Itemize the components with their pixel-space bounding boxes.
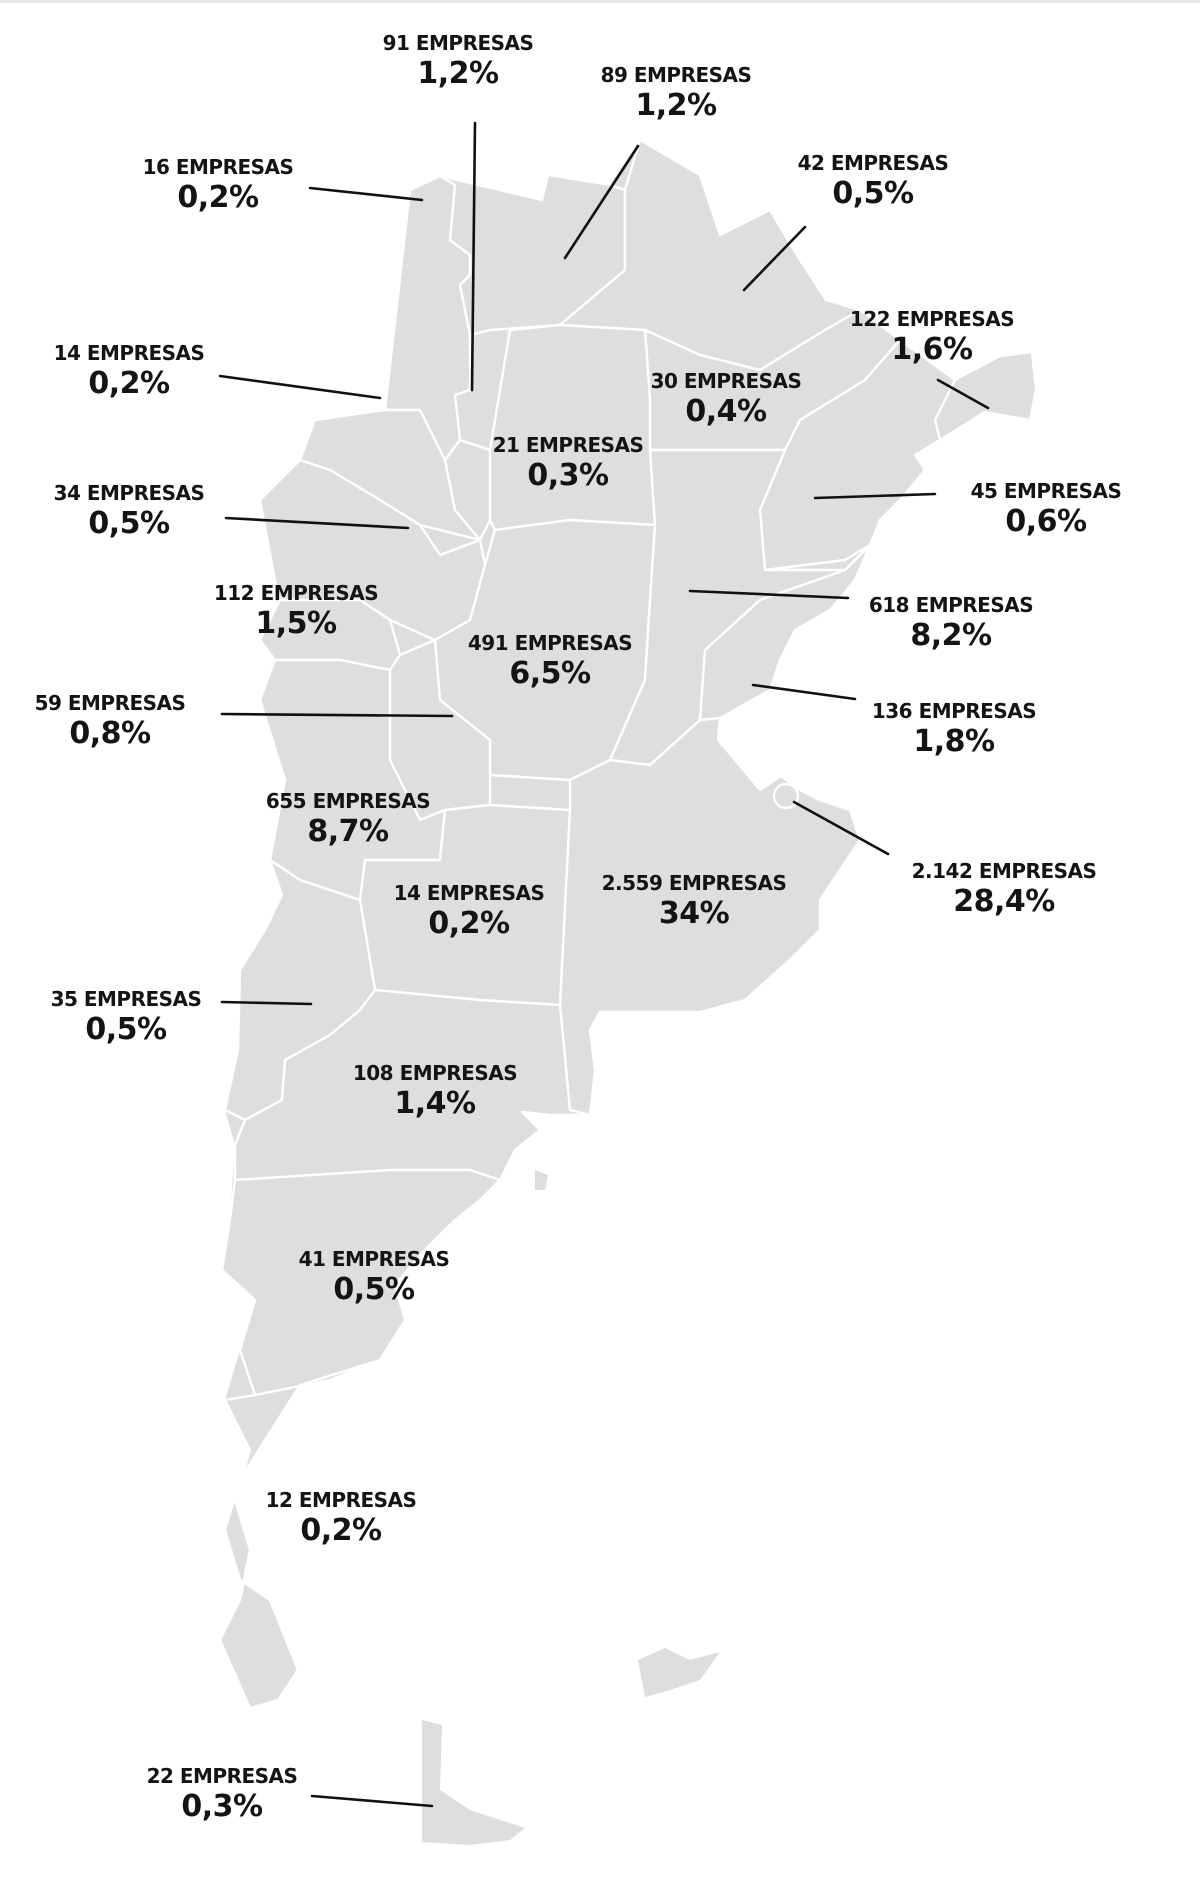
province-label-chaco: 30 EMPRESAS 0,4% (651, 368, 802, 430)
company-count: 42 EMPRESAS (797, 151, 949, 175)
province-santiago (488, 323, 657, 532)
company-count: 122 EMPRESAS (849, 307, 1015, 331)
company-percentage: 0,5% (832, 176, 914, 211)
company-count: 112 EMPRESAS (213, 581, 379, 605)
company-count: 45 EMPRESAS (970, 479, 1122, 503)
leader-line-tierra-del-fuego (310, 1794, 434, 1808)
leader-lines (218, 121, 990, 1808)
caba-marker (772, 782, 800, 810)
province-label-cordoba: 491 EMPRESAS 6,5% (467, 630, 633, 692)
company-percentage: 1,5% (255, 606, 337, 641)
company-count: 14 EMPRESAS (393, 881, 545, 905)
province-label-san-luis: 59 EMPRESAS 0,8% (35, 690, 186, 752)
province-label-la-pampa: 14 EMPRESAS 0,2% (394, 880, 545, 942)
company-percentage: 0,6% (1005, 504, 1087, 539)
company-count: 41 EMPRESAS (298, 1247, 450, 1271)
company-percentage: 0,8% (69, 716, 151, 751)
province-label-neuquen: 35 EMPRESAS 0,5% (51, 986, 202, 1048)
company-percentage: 28,4% (953, 884, 1055, 919)
province-label-buenos-aires: 2.559 EMPRESAS 34% (602, 870, 787, 932)
leader-line-corrientes (813, 492, 937, 500)
company-percentage: 0,2% (177, 180, 259, 215)
company-count: 12 EMPRESAS (265, 1488, 417, 1512)
province-label-san-juan: 112 EMPRESAS 1,5% (213, 580, 379, 642)
company-count: 491 EMPRESAS (467, 631, 633, 655)
province-label-mendoza: 655 EMPRESAS 8,7% (265, 788, 431, 850)
province-tucuman (443, 438, 492, 542)
company-percentage: 1,8% (913, 724, 995, 759)
province-buenos-aires (558, 716, 862, 1117)
company-percentage: 0,5% (88, 506, 170, 541)
province-label-caba: 2.142 EMPRESAS 28,4% (912, 858, 1097, 920)
leader-line-caba (792, 800, 890, 856)
province-label-rio-negro: 108 EMPRESAS 1,4% (352, 1060, 518, 1122)
company-count: 22 EMPRESAS (146, 1764, 298, 1788)
province-label-formosa: 42 EMPRESAS 0,5% (798, 150, 949, 212)
company-percentage: 0,2% (428, 906, 510, 941)
leader-line-la-rioja (224, 516, 410, 530)
province-label-entre-rios: 136 EMPRESAS 1,8% (871, 698, 1037, 760)
province-salta (438, 173, 627, 337)
company-count: 91 EMPRESAS (382, 31, 534, 55)
company-percentage: 0,5% (85, 1012, 167, 1047)
leader-line-misiones (936, 378, 990, 410)
leader-line-catamarca (218, 374, 382, 400)
leader-line-salta (563, 144, 640, 260)
company-count: 14 EMPRESAS (53, 341, 205, 365)
company-percentage: 6,5% (509, 656, 591, 691)
company-count: 34 EMPRESAS (53, 481, 205, 505)
company-count: 16 EMPRESAS (142, 155, 294, 179)
leader-line-jujuy (470, 121, 477, 392)
company-percentage: 1,2% (417, 56, 499, 91)
province-label-misiones: 122 EMPRESAS 1,6% (849, 306, 1015, 368)
company-count: 2.142 EMPRESAS (911, 859, 1097, 883)
company-percentage: 8,7% (307, 814, 389, 849)
province-label-jujuy: 91 EMPRESAS 1,2% (383, 30, 534, 92)
province-label-santiago: 21 EMPRESAS 0,3% (493, 432, 644, 494)
company-percentage: 0,4% (685, 394, 767, 429)
company-percentage: 1,4% (394, 1086, 476, 1121)
company-count: 108 EMPRESAS (352, 1061, 518, 1085)
province-label-chubut: 41 EMPRESAS 0,5% (299, 1246, 450, 1308)
company-percentage: 1,6% (891, 332, 973, 367)
company-percentage: 34% (658, 896, 730, 931)
company-count: 655 EMPRESAS (265, 789, 431, 813)
leader-line-entre-rios (751, 683, 857, 701)
province-label-tierra-del-fuego: 22 EMPRESAS 0,3% (147, 1763, 298, 1825)
province-label-north-tip: 16 EMPRESAS 0,2% (143, 154, 294, 216)
province-label-corrientes: 45 EMPRESAS 0,6% (971, 478, 1122, 540)
province-santa-cruz (218, 1358, 382, 1710)
province-label-santa-cruz: 12 EMPRESAS 0,2% (266, 1487, 417, 1549)
province-label-salta: 89 EMPRESAS 1,2% (601, 62, 752, 124)
company-count: 59 EMPRESAS (34, 691, 186, 715)
leader-line-north-tip (308, 186, 424, 202)
company-percentage: 0,2% (300, 1513, 382, 1548)
province-label-santa-fe: 618 EMPRESAS 8,2% (868, 592, 1034, 654)
top-divider (0, 0, 1200, 3)
company-count: 35 EMPRESAS (50, 987, 202, 1011)
company-percentage: 0,3% (181, 1789, 263, 1824)
leader-line-formosa (742, 225, 807, 292)
company-percentage: 0,5% (333, 1272, 415, 1307)
company-percentage: 0,2% (88, 366, 170, 401)
company-percentage: 8,2% (910, 618, 992, 653)
company-count: 30 EMPRESAS (650, 369, 802, 393)
company-count: 89 EMPRESAS (600, 63, 752, 87)
company-count: 136 EMPRESAS (871, 699, 1037, 723)
leader-line-neuquen (220, 1000, 313, 1006)
company-count: 618 EMPRESAS (868, 593, 1034, 617)
province-label-la-rioja: 34 EMPRESAS 0,5% (54, 480, 205, 542)
company-percentage: 0,3% (527, 458, 609, 493)
company-count: 2.559 EMPRESAS (601, 871, 787, 895)
province-label-catamarca: 14 EMPRESAS 0,2% (54, 340, 205, 402)
company-count: 21 EMPRESAS (492, 433, 644, 457)
leader-line-san-luis (220, 712, 454, 718)
province-borders (218, 138, 1038, 1710)
leader-line-santa-fe (688, 589, 850, 600)
company-percentage: 1,2% (635, 88, 717, 123)
province-entre-rios (698, 543, 872, 722)
province-chubut (220, 1168, 502, 1397)
